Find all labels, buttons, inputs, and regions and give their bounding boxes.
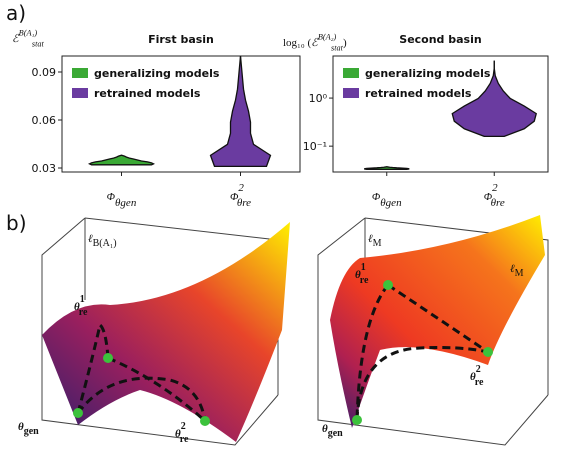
point xyxy=(352,415,362,425)
sub: B(A₁) xyxy=(93,238,117,249)
symbol: ℰ xyxy=(311,37,319,49)
symbol: ℰ xyxy=(12,33,20,45)
y-tick-label: 0.06 xyxy=(32,114,57,127)
y-tick-label: 10⁰ xyxy=(309,92,328,105)
sup: 2 xyxy=(181,421,186,432)
axes xyxy=(61,55,301,173)
sub: re xyxy=(360,275,369,286)
sub: gen xyxy=(24,426,39,437)
sub: M xyxy=(515,268,524,279)
sym: θ xyxy=(74,301,80,313)
sub: re xyxy=(180,434,189,445)
sym: θ xyxy=(470,371,476,383)
symbol: Φ xyxy=(372,191,381,203)
panel-label: a) xyxy=(6,1,26,25)
axes xyxy=(332,55,549,173)
sub: θre xyxy=(237,197,251,209)
point xyxy=(383,280,393,290)
sym: ℓ xyxy=(88,233,93,245)
legend-swatch xyxy=(343,68,359,78)
path xyxy=(76,322,207,423)
violin xyxy=(209,55,272,168)
symbol: Φ xyxy=(484,191,493,203)
suffix: ) xyxy=(343,37,347,49)
prefix: log₁₀ ( xyxy=(283,37,311,49)
point-label: θ2 re xyxy=(175,421,189,445)
point-label: θgen xyxy=(18,421,39,437)
y-tick-label: 0.03 xyxy=(32,162,57,175)
sub: re xyxy=(475,377,484,388)
surface-label: ℓB(A₁) xyxy=(88,233,117,249)
math-label: Φ2 θre xyxy=(484,182,505,209)
surface xyxy=(42,222,290,442)
surface xyxy=(330,215,545,428)
sub: gen xyxy=(328,428,343,439)
panel-label: b) xyxy=(6,211,27,235)
math-label: Φθgen xyxy=(372,191,402,209)
path xyxy=(355,283,489,421)
violin xyxy=(451,60,538,137)
landscape-left: ℓB(A₁) θ1 re θgen θ2 re xyxy=(18,217,290,446)
math-label: log₁₀ (ℰB(A₂) stat) xyxy=(283,32,347,52)
sup: 1 xyxy=(361,262,366,273)
legend-label: retrained models xyxy=(94,87,201,100)
sup: B(A₂) xyxy=(318,32,337,41)
legend-swatch xyxy=(72,88,88,98)
legend-label: generalizing models xyxy=(94,67,220,80)
sub: θgen xyxy=(380,197,402,209)
point-label: θ1 re xyxy=(355,262,369,286)
sym: θ xyxy=(355,269,361,281)
sub: re xyxy=(79,307,88,318)
sub: M xyxy=(373,238,382,249)
sym: ℓ xyxy=(368,233,373,245)
surface-label: ℓM xyxy=(510,263,524,279)
point xyxy=(73,408,83,418)
legend-label: retrained models xyxy=(365,87,472,100)
point-label: θ1 re xyxy=(74,294,88,318)
symbol: Φ xyxy=(230,191,239,203)
violin xyxy=(364,166,410,170)
legend-label: generalizing models xyxy=(365,67,491,80)
sym: θ xyxy=(175,428,181,440)
y-tick-label: 10⁻¹ xyxy=(303,140,327,153)
symbol: Φ xyxy=(107,191,116,203)
legend-swatch xyxy=(343,88,359,98)
sup: 2 xyxy=(476,364,481,375)
landscape-right: ℓM ℓM θ1 re θ2 re θgen xyxy=(317,215,549,446)
sym: ℓ xyxy=(510,263,515,275)
point xyxy=(103,353,113,363)
chart-title: First basin xyxy=(148,33,214,46)
sym: θ xyxy=(18,421,24,433)
sup: 2 xyxy=(238,182,244,194)
violin xyxy=(87,154,156,166)
sup: B(A₁) xyxy=(19,28,38,37)
legend-swatch xyxy=(72,68,88,78)
sym: θ xyxy=(322,423,328,435)
sub: θgen xyxy=(115,197,137,209)
math-label: Φθgen xyxy=(107,191,137,209)
point xyxy=(200,416,210,426)
chart-title: Second basin xyxy=(399,33,481,46)
point-label: θgen xyxy=(322,423,343,439)
sub: stat xyxy=(331,44,344,53)
sub: stat xyxy=(32,40,45,49)
sup: 2 xyxy=(492,182,498,194)
axis-label: ℓM xyxy=(368,233,382,249)
sup: 1 xyxy=(80,294,85,305)
y-tick-label: 0.09 xyxy=(32,66,57,79)
sub: θre xyxy=(491,197,505,209)
math-label: Φ2 θre xyxy=(230,182,251,209)
point xyxy=(483,347,493,357)
math-label: ℰB(A₁) stat xyxy=(12,28,45,48)
point-label: θ2 re xyxy=(470,364,484,388)
